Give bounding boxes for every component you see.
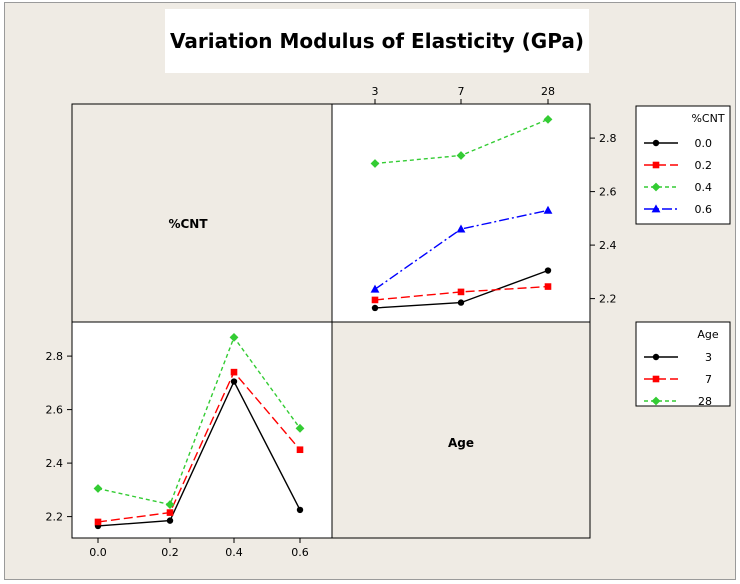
- data-point: [230, 378, 238, 385]
- data-point: [457, 288, 465, 296]
- x-tick-label: 28: [541, 85, 555, 98]
- data-point: [371, 304, 379, 312]
- legend-entry-label: 0.4: [695, 181, 713, 194]
- legend-entry-label: 7: [705, 373, 712, 386]
- legend-swatch-marker: [652, 353, 660, 361]
- data-point: [543, 205, 553, 214]
- legend-swatch-marker: [651, 182, 661, 192]
- data-point: [165, 500, 175, 509]
- data-point: [370, 284, 380, 293]
- legend-swatch-marker: [651, 204, 661, 213]
- data-point: [166, 517, 174, 524]
- legend-cnt: %CNT 0.0 0.2 0.4 0.6: [635, 105, 731, 225]
- y-tick-label: 2.2: [46, 511, 64, 524]
- panel-label-cnt: %CNT: [168, 217, 208, 231]
- data-point: [544, 267, 552, 274]
- data-point: [457, 299, 465, 306]
- legend-age: Age 3 7 28: [635, 321, 731, 408]
- x-tick-label: 7: [458, 85, 465, 98]
- data-point: [296, 506, 304, 514]
- y-tick-label: 2.6: [599, 186, 617, 199]
- legend-entry-label: 0.6: [695, 203, 713, 216]
- legend-entry-label: 28: [698, 395, 712, 408]
- data-point: [166, 509, 174, 516]
- legend-entry-label: 3: [705, 351, 712, 364]
- panel-bottom-right: [331, 321, 591, 539]
- panel-label-age: Age: [448, 436, 474, 450]
- series-line: [97, 379, 301, 527]
- legend-entry-label: 0.2: [695, 159, 713, 172]
- legend-age-box: [635, 321, 731, 407]
- y-tick-label: 2.8: [46, 350, 64, 363]
- title-box: Variation Modulus of Elasticity (GPa): [165, 9, 589, 73]
- panel-top-left: [71, 103, 333, 323]
- x-tick-label: 0.2: [161, 546, 179, 559]
- legend-age-title: Age: [697, 328, 719, 341]
- legend-entry-label: 0.0: [695, 137, 713, 150]
- legend-cnt-title: %CNT: [691, 112, 724, 125]
- data-point: [295, 423, 305, 433]
- y-tick-label: 2.6: [46, 404, 64, 417]
- x-tick-label: 0.6: [291, 546, 309, 559]
- x-tick-label: 3: [372, 85, 379, 98]
- series-line: [97, 335, 301, 506]
- data-point: [543, 114, 553, 124]
- y-tick-label: 2.8: [599, 132, 617, 145]
- series-line: [97, 370, 301, 523]
- data-point: [230, 368, 238, 376]
- data-point: [371, 296, 379, 304]
- legend-swatch-marker: [652, 161, 660, 169]
- plot-bottom-left: 0.0 0.2 0.4 0.6 2.2 2.4 2.6 2.8: [46, 332, 309, 559]
- data-point: [456, 224, 466, 233]
- data-point: [456, 151, 466, 160]
- data-point: [93, 484, 103, 493]
- chart-title: Variation Modulus of Elasticity (GPa): [170, 29, 584, 53]
- legend-swatch-marker: [652, 139, 660, 147]
- data-point: [544, 283, 552, 290]
- plot-top-right: 3 7 28 2.2 2.4 2.6 2.8: [370, 85, 617, 312]
- y-tick-label: 2.4: [599, 239, 617, 252]
- x-tick-label: 0.4: [225, 546, 243, 559]
- data-point: [229, 332, 239, 342]
- data-point: [94, 518, 102, 526]
- x-tick-label: 0.0: [89, 546, 107, 559]
- y-tick-label: 2.4: [46, 457, 64, 470]
- legend-swatch-marker: [652, 375, 660, 383]
- y-tick-label: 2.2: [599, 293, 617, 306]
- data-point: [296, 446, 304, 454]
- panel-bottom-left: [71, 321, 333, 539]
- data-point: [370, 159, 380, 168]
- legend-swatch-marker: [651, 396, 661, 406]
